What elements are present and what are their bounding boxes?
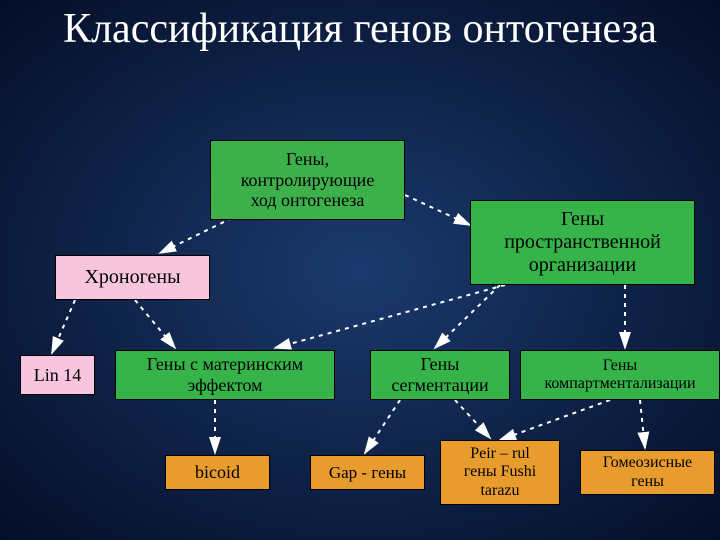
box-peir: Peir – rulгены Fushitarazu (440, 440, 560, 505)
arrow-2 (52, 300, 75, 353)
arrow-11 (640, 400, 645, 448)
arrow-4 (435, 285, 500, 348)
box-compart: Геныкомпартментализации (520, 350, 720, 400)
slide-title: Классификация генов онтогенеза (0, 0, 720, 52)
box-maternal: Гены с материнскимэффектом (115, 350, 335, 400)
arrow-9 (455, 400, 490, 438)
box-bicoid: bicoid (165, 455, 270, 490)
box-root: Гены,контролирующиеход онтогенеза (210, 140, 405, 220)
box-homeo: Гомеозисныегены (580, 450, 715, 495)
box-lin14: Lin 14 (20, 355, 95, 395)
arrow-0 (160, 218, 232, 253)
arrow-1 (405, 195, 470, 225)
box-chronogenes: Хроногены (55, 255, 210, 300)
arrow-10 (500, 400, 610, 440)
box-spatial: Геныпространственнойорганизации (470, 200, 695, 285)
box-segmentation: Генысегментации (370, 350, 510, 400)
arrow-3 (135, 300, 175, 348)
arrow-6 (275, 285, 505, 348)
box-gap: Gap - гены (310, 455, 425, 490)
arrow-8 (365, 400, 400, 453)
